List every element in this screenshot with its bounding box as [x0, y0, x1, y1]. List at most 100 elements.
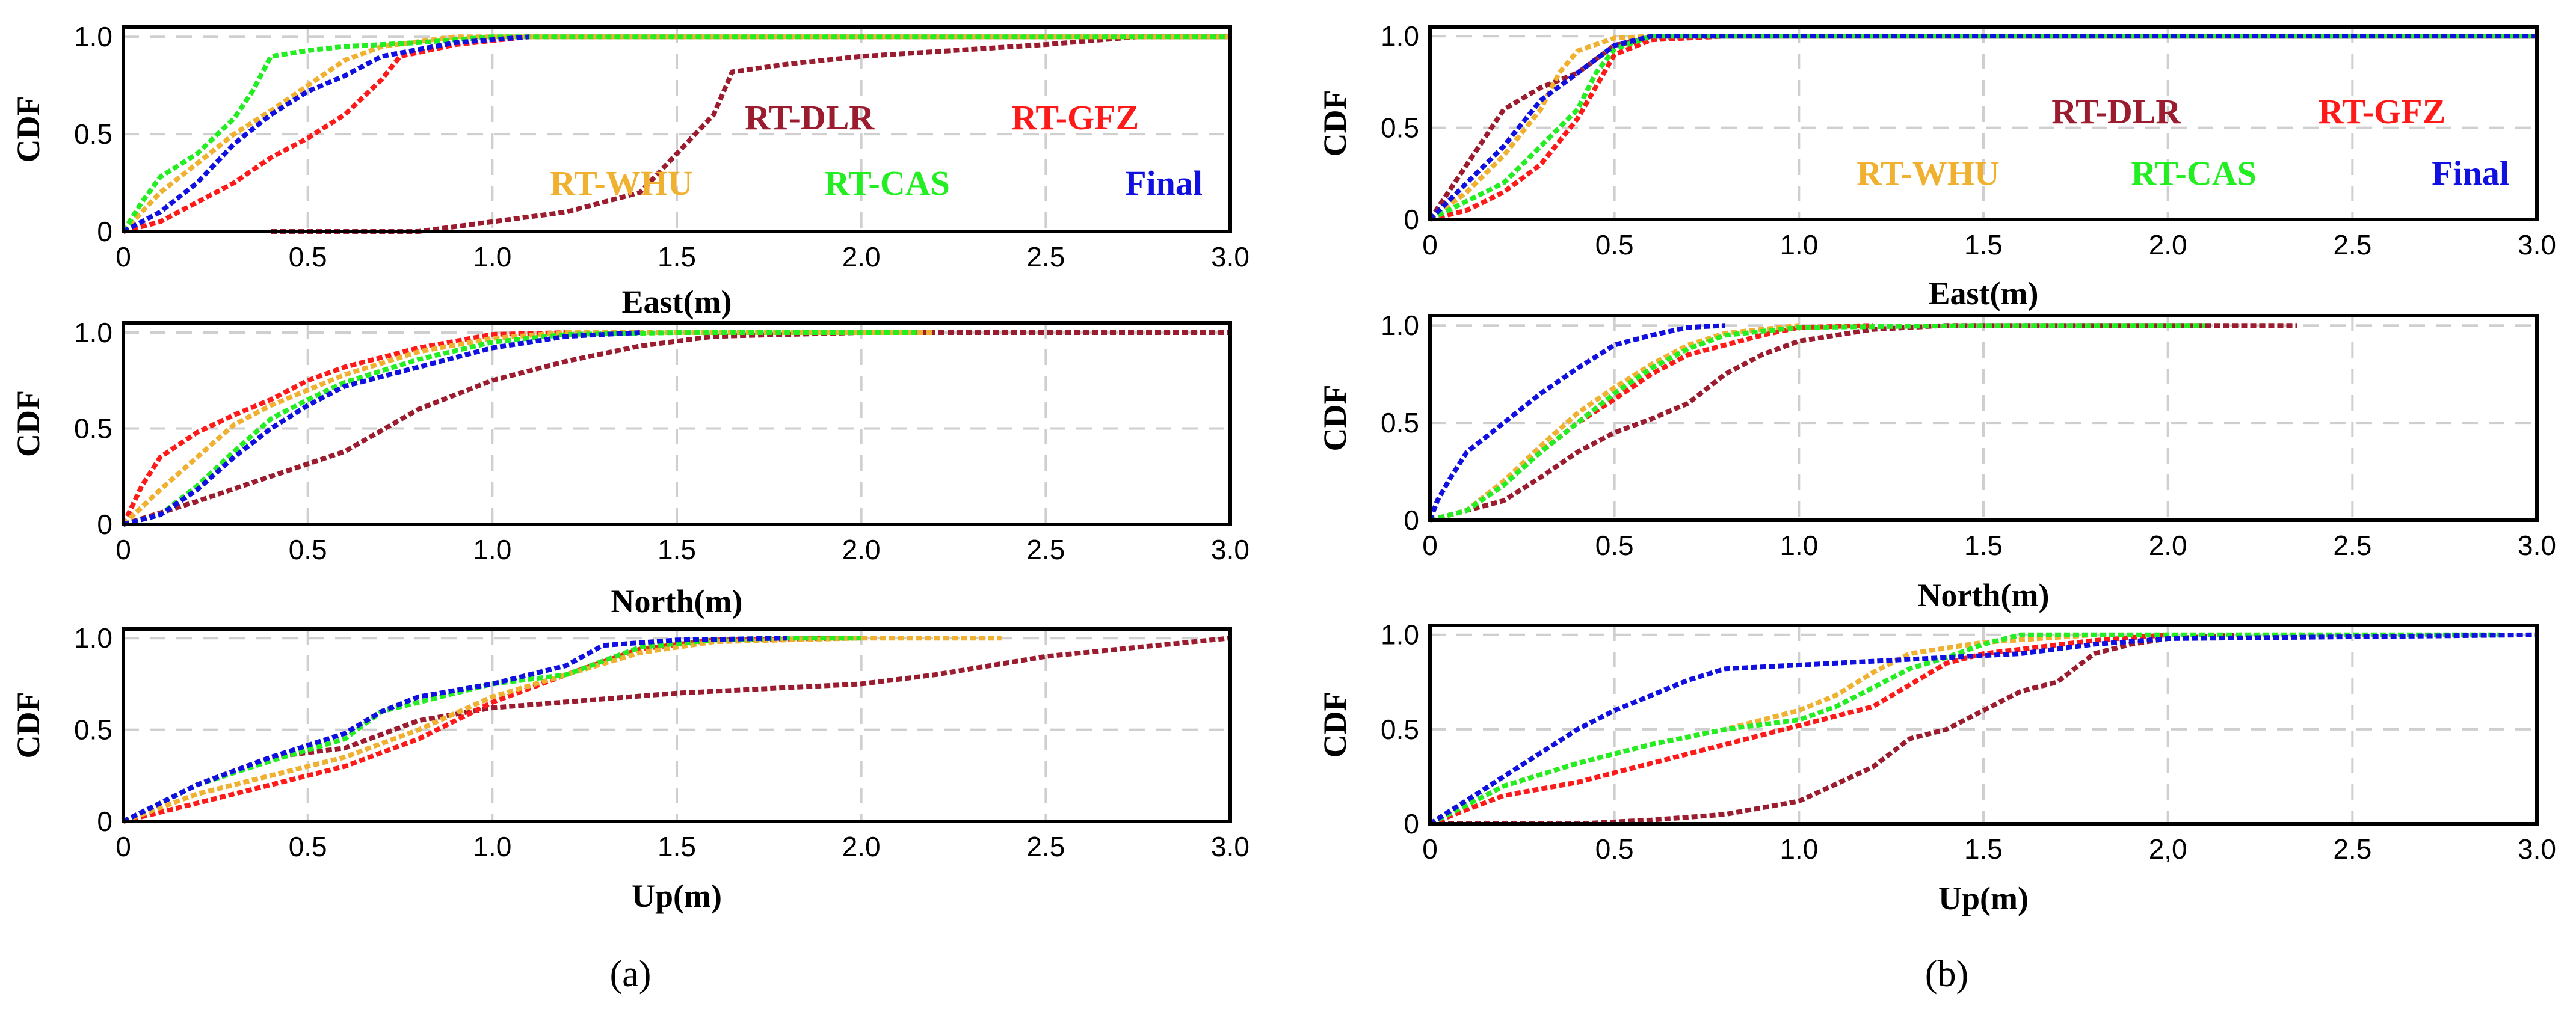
y-tick-label: 1.0	[74, 622, 112, 654]
x-axis-label: North(m)	[1918, 577, 2050, 613]
y-tick-label: 0.5	[74, 412, 112, 444]
series-line-final	[122, 34, 530, 234]
x-tick-label: 3.0	[2518, 833, 2556, 865]
series-line-rt-whu	[1429, 323, 1799, 523]
x-tick-label: 1.5	[1964, 530, 2003, 561]
y-tick-label: 0	[1404, 204, 1419, 235]
series-line-rt-dlr	[1429, 323, 2297, 523]
plot-frame	[122, 321, 1232, 526]
series-line-final	[1428, 323, 1725, 521]
x-tick-label: 1.0	[1779, 530, 1818, 561]
y-tick-label: 0	[97, 216, 112, 247]
x-tick-label: 2.0	[842, 831, 881, 862]
y-axis-label: CDF	[10, 390, 46, 457]
plot-frame	[1428, 624, 2539, 826]
legend-label-rt-dlr: RT-DLR	[2051, 92, 2181, 131]
x-tick-label: 0	[1422, 530, 1438, 561]
legend-label-rt-whu: RT-WHU	[550, 164, 693, 203]
x-tick-label: 0.5	[289, 241, 327, 272]
legend-label-rt-dlr: RT-DLR	[745, 98, 875, 137]
x-axis-label: East(m)	[622, 284, 732, 320]
x-tick-label: 0	[116, 534, 131, 565]
plot-frame	[1428, 314, 2539, 522]
x-tick-label: 0	[116, 241, 131, 272]
series-line-rt-dlr	[122, 636, 1231, 824]
y-tick-label: 0	[1404, 808, 1419, 839]
series-line-final	[1428, 34, 2537, 221]
x-tick-label: 0.5	[1595, 229, 1634, 260]
plot-frame	[122, 627, 1232, 823]
legend-label-rt-gfz: RT-GFZ	[2319, 92, 2446, 131]
x-tick-label: 1.0	[473, 831, 511, 862]
x-tick-label: 0.5	[1595, 833, 1634, 865]
x-tick-label: 2.5	[2333, 530, 2371, 561]
y-tick-label: 0.5	[1381, 112, 1419, 144]
x-tick-label: 1.5	[1964, 833, 2003, 865]
y-tick-label: 0	[97, 806, 112, 837]
y-tick-label: 0.5	[74, 714, 112, 746]
legend-label-rt-gfz: RT-GFZ	[1012, 98, 1139, 137]
y-axis-label: CDF	[1317, 90, 1353, 157]
y-tick-label: 1.0	[1381, 20, 1419, 52]
x-tick-label: 1.0	[1779, 833, 1818, 865]
subfigure-label-b: (b)	[1925, 954, 1968, 995]
x-axis-label: East(m)	[1929, 275, 2039, 311]
legend-label-rt-cas: RT-CAS	[824, 164, 950, 203]
y-axis-label: CDF	[10, 692, 46, 759]
series-line-rt-cas	[1429, 632, 2500, 826]
legend-label-rt-whu: RT-WHU	[1857, 153, 2000, 192]
x-tick-label: 1.5	[1964, 229, 2003, 260]
x-tick-label: 3.0	[1211, 831, 1249, 862]
y-tick-label: 0.5	[74, 118, 112, 150]
series-line-rt-dlr	[271, 34, 1230, 234]
y-axis-label: CDF	[1317, 385, 1353, 452]
series-line-rt-whu	[122, 330, 935, 526]
y-tick-label: 0	[1404, 504, 1419, 536]
chart-a-north: 0 0.5 1.0 1.5 2.0 2.5 3.0 0 0.5 1.0 North(m) CDF	[10, 317, 1249, 619]
legend-label-final: Final	[2432, 153, 2509, 192]
y-axis-label: CDF	[10, 96, 46, 163]
chart-b-north: 0 0.5 1.0 1.5 2.0 2.5 3.0 0 0.5 1.0 North(m) CDF	[1317, 310, 2556, 613]
x-tick-label: 2.0	[2149, 229, 2187, 260]
x-tick-label: 1.0	[473, 534, 511, 565]
series-line-rt-dlr	[122, 330, 1230, 527]
x-tick-label: 0	[1422, 229, 1438, 260]
x-tick-label: 1.5	[658, 831, 696, 862]
y-tick-label: 0.5	[1381, 714, 1419, 745]
chart-b-east: 0 0.5 1.0 1.5 2.0 2.5 3.0 0 0.5 1.0 East(m) CDF RT-D…	[1317, 20, 2556, 311]
series-line-rt-dlr	[1428, 34, 2537, 221]
x-tick-label: 1.0	[1779, 229, 1818, 260]
x-tick-label: 0	[1422, 833, 1438, 865]
y-axis-label: CDF	[1317, 692, 1353, 758]
x-tick-label: 2,0	[2149, 833, 2187, 865]
series-line-final	[122, 636, 788, 824]
y-tick-label: 0.5	[1381, 407, 1419, 438]
legend-label-rt-cas: RT-CAS	[2131, 153, 2257, 192]
x-tick-label: 2.5	[1026, 534, 1065, 565]
chart-panels: 0 0.5 1.0 1.5 2.0 2.5 3.0 0 0.5 1.0 East(m) CDF RT-D…	[10, 20, 2556, 916]
x-tick-label: 3.0	[2518, 530, 2556, 561]
x-tick-label: 0.5	[289, 831, 327, 862]
series-line-rt-cas	[121, 34, 1230, 233]
x-tick-label: 1.5	[658, 241, 696, 272]
x-tick-label: 2.5	[1026, 831, 1065, 862]
x-axis-label: Up(m)	[1938, 880, 2029, 916]
y-tick-label: 0	[97, 509, 112, 540]
chart-b-up: 0 0.5 1.0 1.5 2,0 2.5 3.0 0 0.5 1.0 Up(m) CDF	[1317, 619, 2556, 916]
series-line-rt-gfz	[121, 330, 567, 526]
x-tick-label: 1.5	[658, 534, 696, 565]
x-tick-label: 0.5	[289, 534, 327, 565]
plot-frame	[1428, 25, 2539, 221]
series-line-final	[1428, 632, 2537, 826]
x-tick-label: 1.0	[473, 241, 511, 272]
y-tick-label: 1.0	[1381, 310, 1419, 341]
chart-a-up: 0 0.5 1.0 1.5 2.0 2.5 3.0 0 0.5 1.0 Up(m) CDF	[10, 622, 1249, 914]
subfigure-label-a: (a)	[610, 954, 652, 995]
x-tick-label: 3.0	[1211, 241, 1249, 272]
legend-label-final: Final	[1125, 164, 1203, 203]
x-axis-label: North(m)	[611, 583, 743, 619]
series-line-rt-cas	[1429, 323, 2205, 523]
x-tick-label: 2.0	[842, 241, 881, 272]
y-tick-label: 1.0	[1381, 619, 1419, 651]
